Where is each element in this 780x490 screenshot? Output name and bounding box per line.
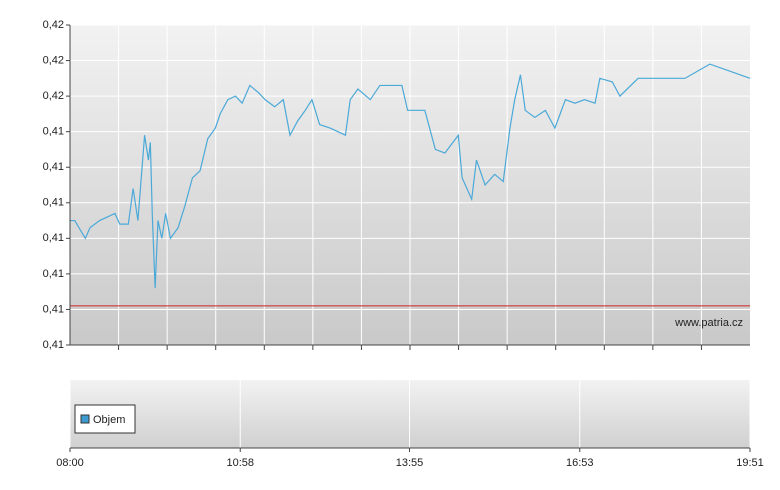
y-tick-label: 0,41	[43, 197, 64, 209]
x-tick-label: 10:58	[226, 457, 254, 469]
x-tick-label: 13:55	[396, 457, 424, 469]
y-tick-label: 0,42	[43, 54, 64, 66]
y-tick-label: 0,41	[43, 161, 64, 173]
legend-label: Objem	[93, 414, 125, 426]
y-tick-label: 0,41	[43, 339, 64, 351]
x-tick-label: 08:00	[56, 457, 84, 469]
y-tick-label: 0,41	[43, 232, 64, 244]
y-tick-label: 0,41	[43, 126, 64, 138]
x-tick-label: 19:51	[736, 457, 764, 469]
watermark: www.patria.cz	[674, 317, 743, 329]
x-tick-label: 16:53	[566, 457, 594, 469]
legend-box	[74, 404, 136, 434]
y-tick-label: 0,42	[43, 19, 64, 31]
price-line	[70, 63, 751, 289]
y-tick-label: 0,41	[43, 303, 64, 315]
legend-swatch	[80, 414, 90, 424]
y-tick-label: 0,42	[43, 90, 64, 102]
y-tick-label: 0,41	[43, 268, 64, 280]
